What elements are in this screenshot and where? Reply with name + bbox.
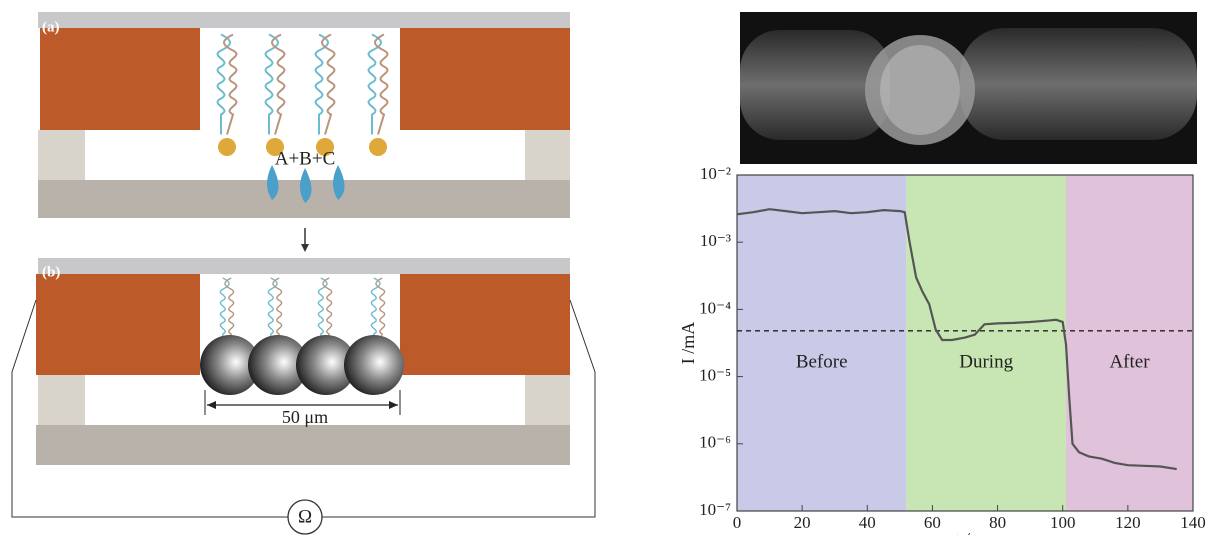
panel-b: 50 μm (b) Ω (12, 258, 595, 534)
region (1066, 175, 1193, 511)
x-tick-label: 0 (733, 513, 742, 532)
y-axis-label: I /mA (678, 322, 698, 365)
y-tick-label: 10⁻⁶ (699, 433, 731, 452)
x-tick-label: 20 (794, 513, 811, 532)
region (906, 175, 1066, 511)
x-tick-label: 80 (989, 513, 1006, 532)
panel-a: (a) A+B+C (38, 12, 570, 218)
reagents: A+B+C (275, 148, 336, 169)
x-tick-label: 60 (924, 513, 941, 532)
x-tick-label: 120 (1115, 513, 1141, 532)
figure: (a) A+B+C 50 μm (b) Ω BeforeDuringAft (0, 0, 1215, 535)
x-tick-label: 40 (859, 513, 876, 532)
y-tick-label: 10⁻⁴ (699, 298, 731, 317)
scale-label: 50 μm (282, 407, 328, 427)
y-tick-label: 10⁻³ (700, 231, 731, 250)
region-label: During (959, 351, 1013, 372)
chart: Before During After 0 20 40 60 80 100 120 140 10⁻⁷ 1… (678, 164, 1206, 535)
x-axis-label: t /s (954, 529, 976, 535)
y-tick-label: 10⁻⁵ (699, 366, 731, 385)
panel-label: (b) (42, 264, 60, 280)
panel-label: (a) (42, 19, 60, 35)
region-label: Before (796, 351, 848, 372)
y-tick-label: 10⁻⁷ (699, 500, 731, 519)
x-tick-label: 140 (1180, 513, 1206, 532)
y-tick-label: 10⁻² (700, 164, 731, 183)
region-label: After (1109, 351, 1150, 372)
region (737, 175, 906, 511)
ohmmeter: Ω (298, 506, 312, 527)
x-tick-label: 100 (1050, 513, 1076, 532)
sem-image (740, 12, 1197, 164)
